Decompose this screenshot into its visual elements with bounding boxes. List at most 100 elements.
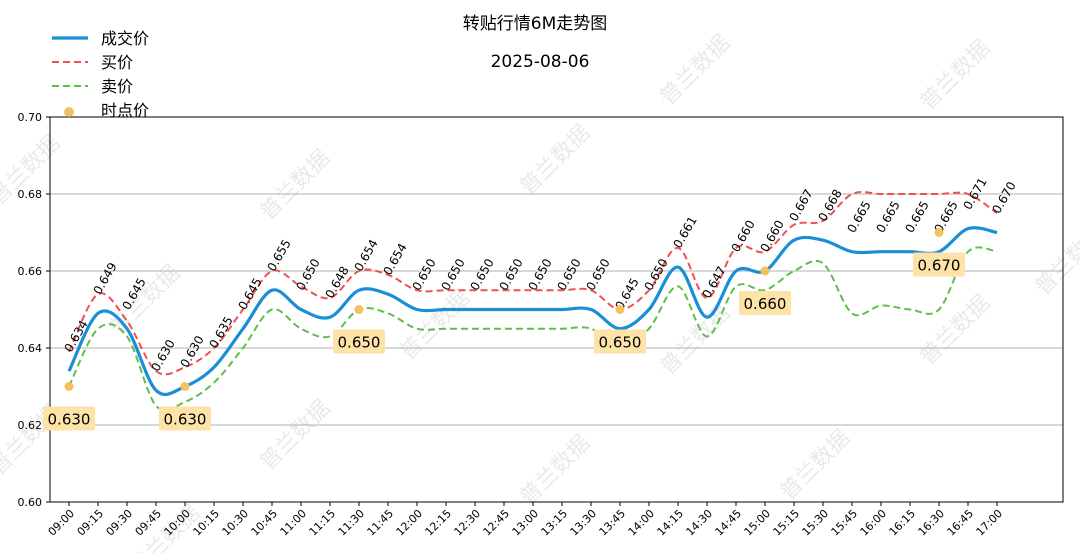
spot-label-box xyxy=(43,406,95,431)
spot-label: 0.630 xyxy=(48,411,91,429)
watermark-text: 普兰数据 xyxy=(255,145,335,225)
spot-point xyxy=(64,382,74,391)
data-label: 0.650 xyxy=(409,256,438,293)
data-label: 0.650 xyxy=(583,256,612,293)
legend-marker xyxy=(64,107,74,117)
data-label: 0.650 xyxy=(438,256,467,293)
x-tick-label: 13:15 xyxy=(539,507,571,539)
data-label: 0.648 xyxy=(322,264,351,301)
watermark-text: 普兰数据 xyxy=(255,395,335,475)
spot-label-box xyxy=(333,329,385,354)
data-label: 0.647 xyxy=(699,264,728,301)
data-label: 0.665 xyxy=(844,198,873,235)
x-tick-label: 12:30 xyxy=(452,507,484,539)
data-label: 0.650 xyxy=(496,256,525,293)
spot-point xyxy=(354,305,364,314)
y-tick-label: 0.68 xyxy=(18,188,43,201)
watermark-text: 普兰数据 xyxy=(515,120,595,200)
y-tick-label: 0.62 xyxy=(18,419,43,432)
x-tick-label: 11:30 xyxy=(336,507,368,539)
x-tick-label: 15:45 xyxy=(829,507,861,539)
chart-subtitle: 2025-08-06 xyxy=(491,52,590,72)
spot-label: 0.650 xyxy=(599,334,642,352)
x-tick-label: 14:00 xyxy=(626,507,658,539)
spot-label-box xyxy=(594,329,646,354)
spot-point xyxy=(760,266,770,276)
data-label: 0.667 xyxy=(786,187,815,224)
watermark-text: 普兰数据 xyxy=(515,430,595,510)
chart-title: 转贴行情6M走势图 xyxy=(463,14,607,34)
legend-label: 成交价 xyxy=(101,29,149,48)
x-tick-label: 13:00 xyxy=(510,507,542,539)
data-label: 0.670 xyxy=(989,179,1018,216)
data-label: 0.660 xyxy=(728,218,757,255)
spot-label: 0.630 xyxy=(164,411,207,429)
data-label: 0.649 xyxy=(90,260,119,297)
x-tick-label: 10:30 xyxy=(220,507,252,539)
data-label: 0.665 xyxy=(902,198,931,235)
y-tick-label: 0.70 xyxy=(18,111,43,124)
spot-label-box xyxy=(739,291,791,315)
y-tick-label: 0.60 xyxy=(18,496,43,509)
x-tick-label: 13:45 xyxy=(597,507,629,539)
x-tick-label: 15:30 xyxy=(800,507,832,539)
spot-label: 0.670 xyxy=(918,257,961,275)
data-label: 0.655 xyxy=(264,237,293,274)
data-label: 0.630 xyxy=(177,333,206,370)
data-label: 0.634 xyxy=(61,318,90,355)
x-tick-label: 17:00 xyxy=(974,507,1006,539)
x-tick-label: 16:45 xyxy=(945,507,977,539)
x-tick-label: 16:30 xyxy=(916,507,948,539)
x-tick-label: 09:30 xyxy=(104,507,136,539)
x-tick-label: 12:15 xyxy=(423,507,455,539)
x-tick-label: 14:45 xyxy=(713,507,745,539)
x-tick-label: 11:45 xyxy=(365,507,397,539)
x-tick-label: 09:00 xyxy=(46,507,78,539)
x-tick-label: 12:00 xyxy=(394,507,426,539)
data-label: 0.645 xyxy=(235,275,264,312)
watermark-text: 普兰数据 xyxy=(915,290,995,370)
data-label: 0.665 xyxy=(873,198,902,235)
data-label: 0.650 xyxy=(467,256,496,293)
x-tick-label: 14:15 xyxy=(655,507,687,539)
series-line-trade xyxy=(67,226,998,396)
x-tick-label: 10:45 xyxy=(249,507,281,539)
spot-point xyxy=(934,228,944,237)
data-label: 0.650 xyxy=(641,256,670,293)
series-line-ask xyxy=(68,246,998,412)
data-label: 0.650 xyxy=(293,256,322,293)
watermark-text: 普兰数据 xyxy=(655,30,735,110)
data-label: 0.650 xyxy=(525,256,554,293)
spot-point xyxy=(180,382,190,391)
spot-label: 0.650 xyxy=(338,334,381,352)
data-label: 0.661 xyxy=(670,214,699,251)
data-label: 0.654 xyxy=(351,237,380,274)
x-tick-label: 15:00 xyxy=(742,507,774,539)
x-tick-label: 11:00 xyxy=(278,507,310,539)
legend-label: 时点价 xyxy=(101,101,149,120)
x-tick-label: 11:15 xyxy=(307,507,339,539)
spot-point xyxy=(615,305,625,314)
x-tick-label: 14:30 xyxy=(684,507,716,539)
watermark-text: 普兰数据 xyxy=(775,425,855,505)
spot-label-box xyxy=(159,406,211,431)
y-tick-label: 0.64 xyxy=(18,342,43,355)
x-tick-label: 12:45 xyxy=(481,507,513,539)
series-lines xyxy=(67,191,998,412)
data-label: 0.654 xyxy=(380,241,409,278)
legend-label: 卖价 xyxy=(101,77,133,96)
legend-label: 买价 xyxy=(101,53,133,72)
spot-label: 0.660 xyxy=(744,295,787,313)
watermark-text: 普兰数据 xyxy=(915,35,995,115)
data-label: 0.660 xyxy=(757,218,786,255)
plot-frame xyxy=(49,116,1064,503)
watermark-text: 普兰数据 xyxy=(105,260,185,340)
watermark-text: 普兰数据 xyxy=(655,300,735,380)
data-label: 0.630 xyxy=(148,337,177,374)
x-tick-label: 16:15 xyxy=(887,507,919,539)
